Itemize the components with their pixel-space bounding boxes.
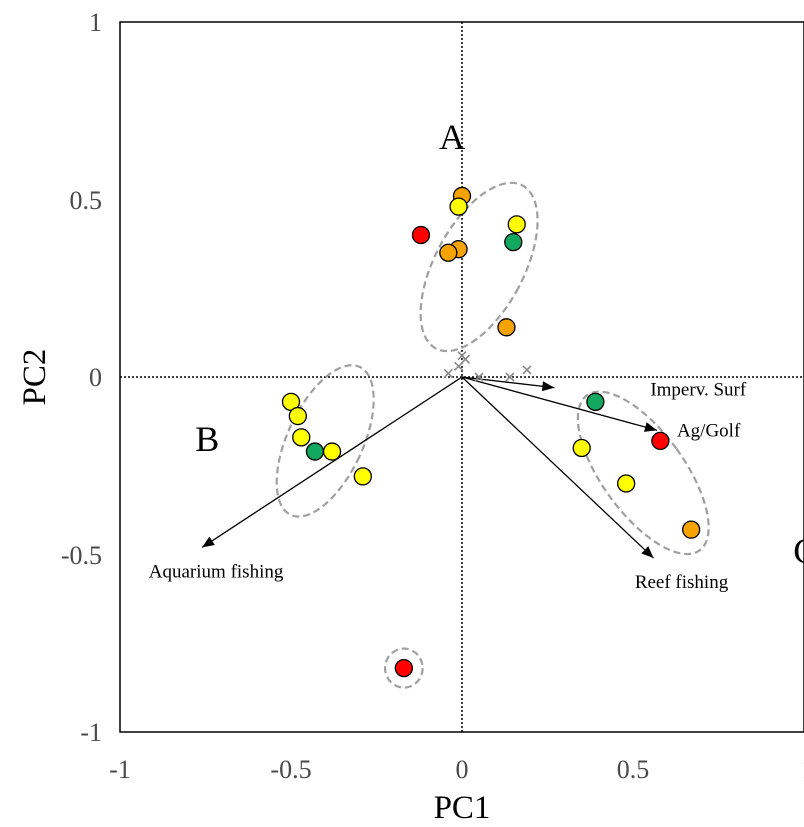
loading-label: Imperv. Surf [650, 380, 747, 401]
x-tick-label: 1 [802, 755, 804, 784]
loading-arrowhead [541, 381, 555, 392]
data-point [681, 520, 701, 539]
data-point [292, 428, 311, 447]
data-point [507, 215, 526, 234]
loading-label: Reef fishing [635, 572, 729, 593]
minor-loading-marker [460, 354, 470, 364]
y-tick-label: 1 [89, 8, 102, 37]
minor-loading-marker [454, 361, 464, 371]
loading-arrowhead [641, 546, 654, 559]
data-point [572, 438, 591, 458]
cluster-ellipse [576, 390, 710, 556]
data-point [449, 197, 468, 216]
data-point [504, 232, 523, 252]
data-point [305, 442, 325, 461]
cluster-label: C [793, 531, 804, 571]
y-tick-label: -0.5 [61, 541, 102, 570]
minor-loading-marker [474, 372, 484, 382]
x-tick-label: -1 [109, 755, 131, 784]
data-point [394, 658, 414, 678]
y-tick-label: -1 [80, 718, 102, 747]
minor-loading-marker [505, 372, 515, 382]
minor-loading-marker [522, 365, 532, 375]
data-point [439, 243, 458, 262]
y-tick-label: 0.5 [70, 186, 103, 215]
cluster-label: A [439, 117, 465, 157]
cluster-ellipses: A B C [195, 117, 804, 689]
x-tick-label: 0.5 [617, 755, 650, 784]
y-axis-title: PC2 [17, 349, 53, 406]
data-point [497, 318, 516, 337]
loading-arrows: Imperv. Surf Ag/Golf Reef fishing Aquarium … [149, 376, 747, 593]
loading-label: Aquarium fishing [149, 561, 284, 582]
data-point [617, 474, 636, 493]
y-tick-label: 0 [89, 363, 102, 392]
loading-arrow [461, 376, 658, 431]
x-axis-title: PC1 [434, 790, 491, 826]
cluster-ellipse [383, 647, 424, 689]
data-point [411, 225, 431, 245]
cluster-label: B [195, 419, 219, 459]
loading-arrowhead [644, 422, 657, 432]
minor-loading-marker [443, 368, 453, 379]
minor-loading-markers [443, 351, 532, 382]
loading-arrow [461, 376, 654, 559]
data-point [651, 431, 670, 451]
cluster-ellipse [419, 181, 539, 353]
data-point [353, 467, 372, 486]
data-point [586, 392, 605, 412]
loading-label: Ag/Golf [677, 420, 741, 441]
loading-arrowhead [202, 536, 215, 548]
loading-arrow [201, 376, 463, 548]
x-tick-label: 0 [456, 755, 469, 784]
score-points [281, 186, 701, 678]
x-tick-label: -0.5 [270, 755, 311, 784]
data-point [288, 406, 307, 426]
cluster-ellipse [275, 364, 375, 518]
data-point [322, 442, 342, 461]
